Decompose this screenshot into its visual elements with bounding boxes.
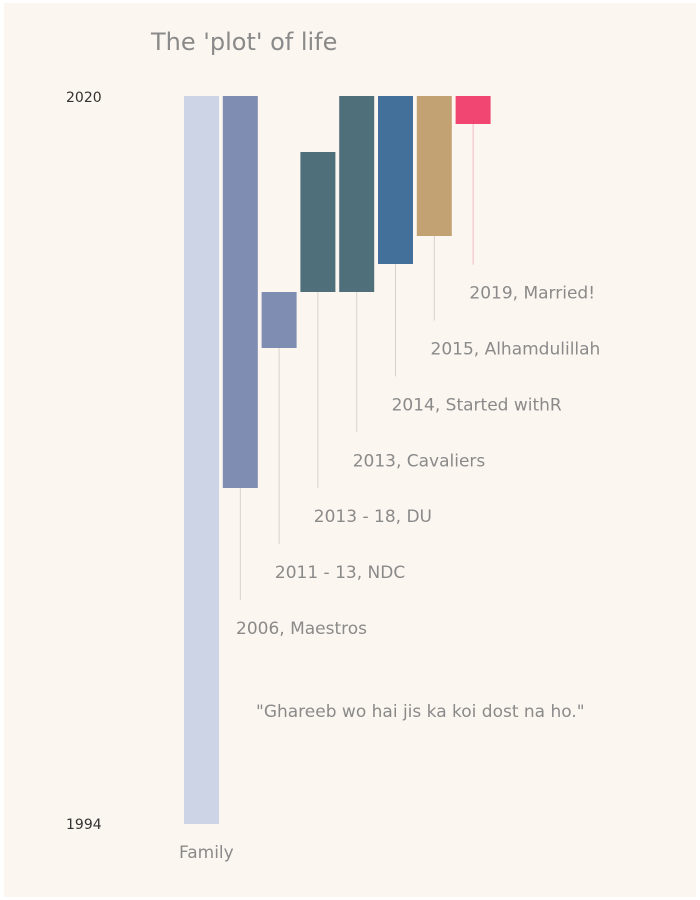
- chart-title: The 'plot' of life: [150, 28, 337, 56]
- quote-annotation: "Ghareeb wo hai jis ka koi dost na ho.": [256, 702, 585, 722]
- bar-label-4: 2013, Cavaliers: [353, 451, 486, 471]
- bar-4: [339, 96, 375, 292]
- y-tick-bottom: 1994: [66, 817, 102, 833]
- bar-label-1: 2006, Maestros: [236, 619, 367, 639]
- bar-label-3: 2013 - 18, DU: [314, 507, 432, 527]
- bar-label-7: 2019, Married!: [469, 284, 595, 304]
- bar-0: [184, 96, 219, 824]
- bar-5: [378, 96, 413, 264]
- bar-label-5: 2014, Started withR: [392, 395, 562, 415]
- bar-6: [416, 96, 452, 236]
- bar-3: [300, 152, 336, 292]
- bar-2: [261, 292, 297, 348]
- bar-1: [222, 96, 258, 488]
- bars-layer: 2006, Maestros 2011 - 13, NDC 2013 - 18, D…: [184, 96, 600, 824]
- bar-7: [455, 96, 491, 124]
- bar-label-2: 2011 - 13, NDC: [275, 563, 405, 583]
- x-axis-label: Family: [179, 843, 234, 863]
- bar-label-6: 2015, Alhamdulillah: [431, 340, 601, 360]
- y-tick-top: 2020: [66, 90, 102, 106]
